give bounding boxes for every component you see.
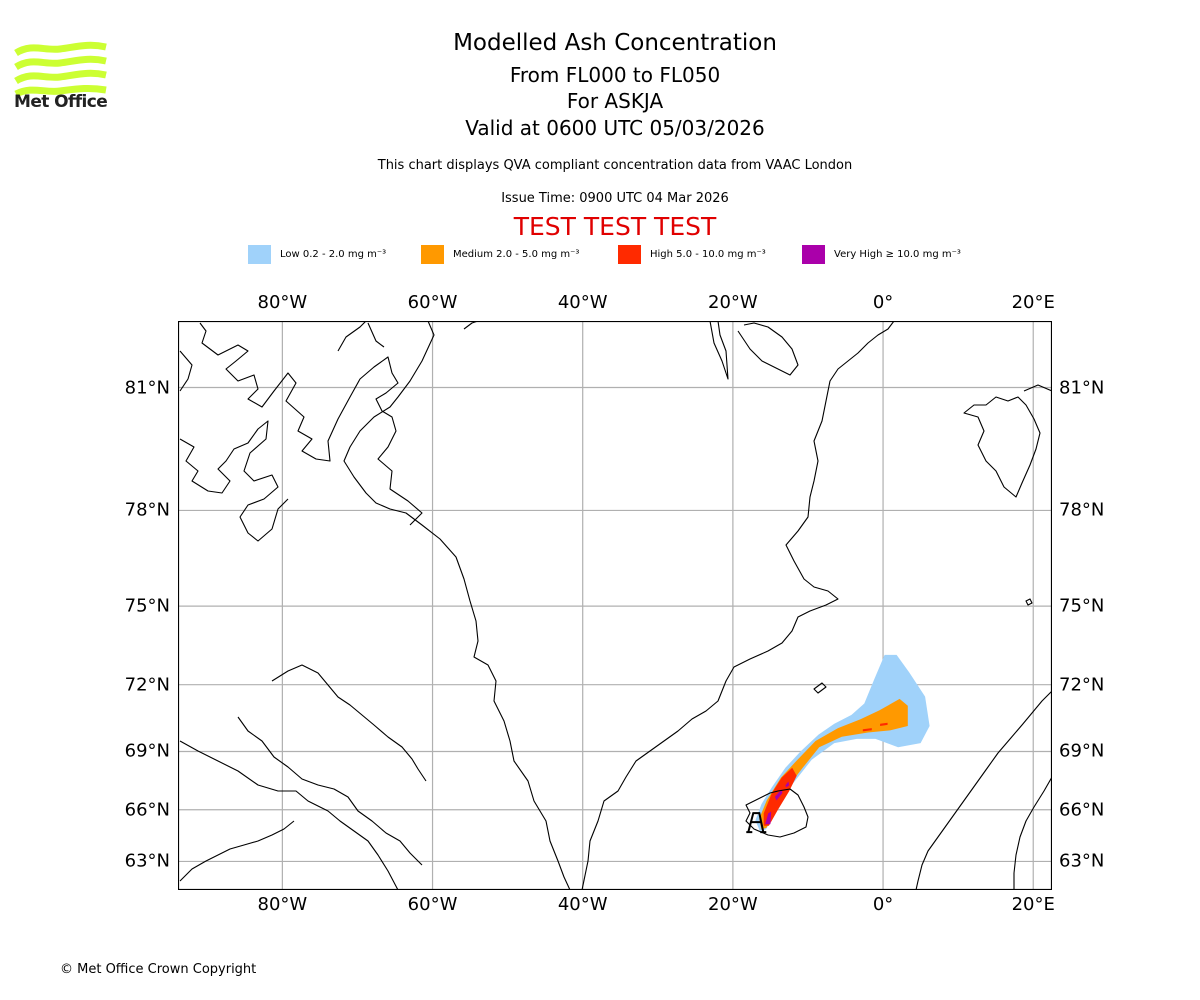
met-office-logo-icon: [14, 41, 107, 98]
ash-region-high: [862, 728, 872, 732]
coastline-norway: [915, 690, 1052, 890]
coastlines: [179, 321, 1052, 890]
lat-tick-label: 81°N: [1059, 377, 1105, 399]
ash-region-very-high: [765, 811, 772, 825]
coastline-greenland-northeast: [709, 321, 799, 380]
ash-region-high: [880, 722, 888, 726]
logo-wave-3: [14, 69, 107, 85]
volcano-name: For ASKJA: [566, 89, 664, 113]
lat-tick-label: 81°N: [124, 377, 170, 399]
ash-plume: [755, 654, 930, 832]
lon-tick-label: 80°W: [257, 894, 308, 915]
map-frame: [178, 321, 1052, 890]
lon-tick-label: 20°W: [708, 292, 758, 313]
ash-concentration-map: [178, 321, 1052, 890]
coastline-greenland-northwest: [337, 321, 479, 352]
legend-item-low: Low 0.2 - 2.0 mg m⁻³: [248, 244, 386, 264]
lat-tick-label: 72°N: [124, 674, 170, 696]
ash-region-medium: [759, 698, 908, 830]
lat-tick-label: 63°N: [124, 850, 170, 872]
lat-tick-label: 66°N: [124, 799, 170, 821]
logo-wave-2: [14, 55, 107, 71]
lat-tick-label: 78°N: [124, 499, 170, 521]
volcano-marker: [746, 812, 767, 834]
lon-tick-label: 60°W: [407, 894, 458, 915]
legend-label-very-high: Very High ≥ 10.0 mg m⁻³: [834, 248, 961, 260]
ash-region-very-high: [785, 781, 790, 788]
coastline-sweden-finland: [1013, 776, 1052, 890]
lon-tick-label: 0°: [872, 894, 894, 915]
island-bear: [1025, 598, 1033, 606]
legend-swatch-medium: [421, 244, 444, 264]
lon-tick-label: 40°W: [557, 292, 608, 313]
legend-item-medium: Medium 2.0 - 5.0 mg m⁻³: [421, 244, 579, 264]
coastline-baffin-island: [179, 716, 423, 890]
issue-time: Issue Time: 0900 UTC 04 Mar 2026: [501, 191, 729, 206]
lon-tick-label: 40°W: [557, 894, 608, 915]
coastline-devon: [179, 420, 289, 542]
graticule: [178, 321, 1052, 890]
lat-tick-label: 75°N: [1059, 595, 1105, 617]
lat-tick-label: 72°N: [1059, 674, 1105, 696]
lon-tick-label: 60°W: [407, 292, 458, 313]
coastline-greenland-west: [343, 321, 571, 890]
island-jan-mayen: [813, 682, 827, 694]
coastline-baffin-north: [179, 350, 193, 392]
lon-tick-label: 20°W: [708, 894, 758, 915]
coastline-svalbard: [963, 384, 1052, 498]
coastline-greenland-southeast: [581, 321, 895, 890]
legend-swatch-very-high: [802, 244, 825, 264]
volcano-icon: [746, 812, 767, 834]
logo-text: Met Office: [14, 92, 108, 112]
lon-tick-label: 0°: [872, 292, 894, 313]
lat-tick-label: 75°N: [124, 595, 170, 617]
valid-time: Valid at 0600 UTC 05/03/2026: [465, 116, 765, 140]
coastline-hudson-region: [179, 664, 427, 882]
logo-wave-4: [14, 84, 107, 98]
ash-region-low: [755, 654, 930, 832]
lat-tick-label: 66°N: [1059, 799, 1105, 821]
legend-swatch-high: [618, 244, 641, 264]
lat-tick-label: 69°N: [1059, 740, 1105, 762]
coastline-ellesmere: [199, 322, 423, 526]
lat-tick-label: 69°N: [124, 740, 170, 762]
chart-title: Modelled Ash Concentration: [453, 30, 777, 56]
legend-item-high: High 5.0 - 10.0 mg m⁻³: [618, 244, 766, 264]
legend-item-very-high: Very High ≥ 10.0 mg m⁻³: [802, 244, 961, 264]
legend-swatch-low: [248, 244, 271, 264]
lat-tick-label: 63°N: [1059, 850, 1105, 872]
legend-label-high: High 5.0 - 10.0 mg m⁻³: [650, 248, 766, 260]
legend-label-medium: Medium 2.0 - 5.0 mg m⁻³: [453, 248, 580, 260]
logo-wave-1: [14, 41, 107, 57]
lon-tick-label: 20°E: [1011, 292, 1055, 313]
disclaimer-text: This chart displays QVA compliant concen…: [377, 158, 853, 173]
ash-region-very-high: [774, 789, 783, 801]
flight-level-range: From FL000 to FL050: [509, 63, 721, 87]
copyright-notice: © Met Office Crown Copyright: [60, 962, 257, 977]
lat-tick-label: 78°N: [1059, 499, 1105, 521]
legend-label-low: Low 0.2 - 2.0 mg m⁻³: [280, 248, 387, 260]
lon-tick-label: 80°W: [257, 292, 308, 313]
lon-tick-label: 20°E: [1011, 894, 1055, 915]
test-banner: TEST TEST TEST: [513, 212, 717, 241]
